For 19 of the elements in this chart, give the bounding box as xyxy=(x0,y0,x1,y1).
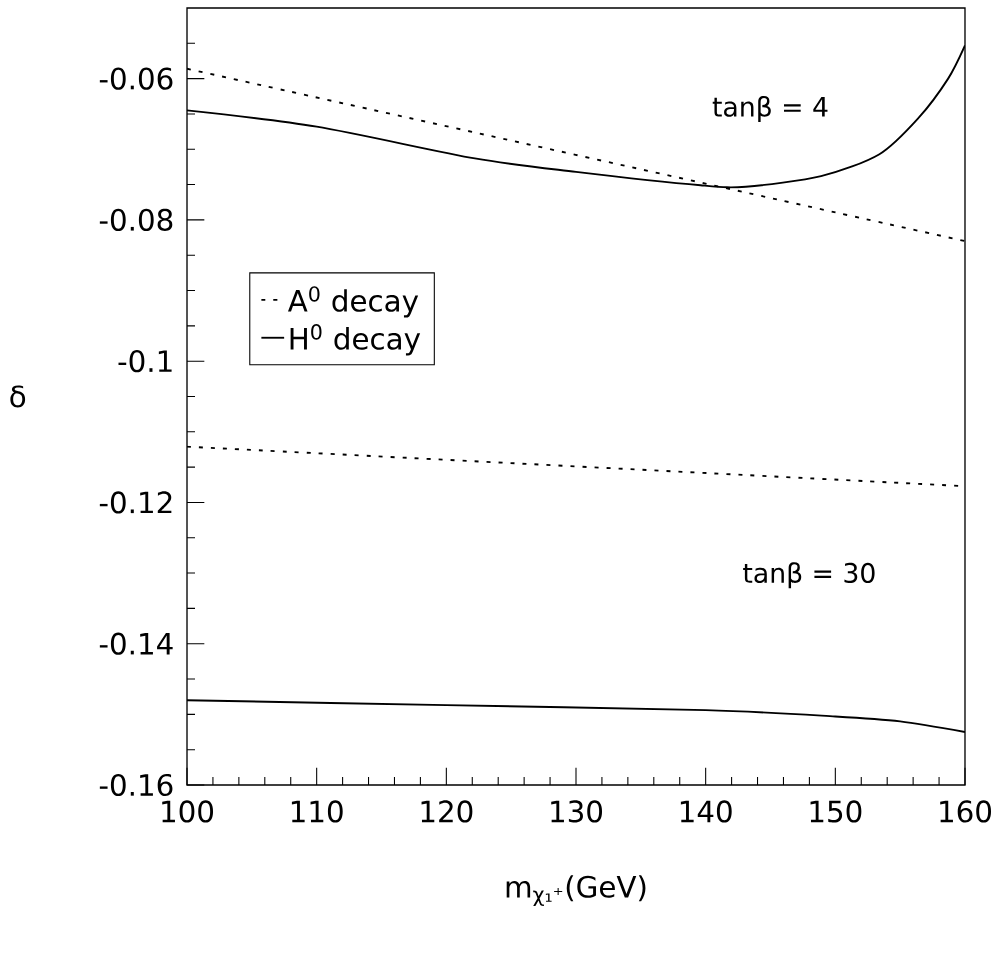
y-tick-label: -0.16 xyxy=(99,773,173,797)
y-tick-label: -0.14 xyxy=(99,632,173,655)
x-tick-label: 130 xyxy=(551,800,603,823)
y-tick-label: -0.1 xyxy=(118,350,172,373)
y-tick-label: -0.12 xyxy=(99,491,172,514)
x-tick-label: 100 xyxy=(162,800,214,823)
legend-label: H$^{0}$ decay xyxy=(290,324,421,356)
y-tick-label: -0.08 xyxy=(99,208,173,231)
y-tick-label: -0.06 xyxy=(99,67,173,90)
annotation: tanβ = 30 xyxy=(743,562,875,589)
x-tick-label: 150 xyxy=(810,800,862,823)
y-axis-title: δ xyxy=(10,385,26,408)
x-tick-label: 110 xyxy=(291,800,343,823)
x-axis-title: m$_{χ₁⁺}$(GeV) xyxy=(506,875,646,907)
legend-label: A$^{0}$ decay xyxy=(287,286,419,318)
x-tick-label: 120 xyxy=(421,800,473,823)
annotation: tanβ = 4 xyxy=(712,96,828,122)
x-tick-label: 140 xyxy=(680,800,732,823)
x-tick-label: 160 xyxy=(940,800,992,823)
